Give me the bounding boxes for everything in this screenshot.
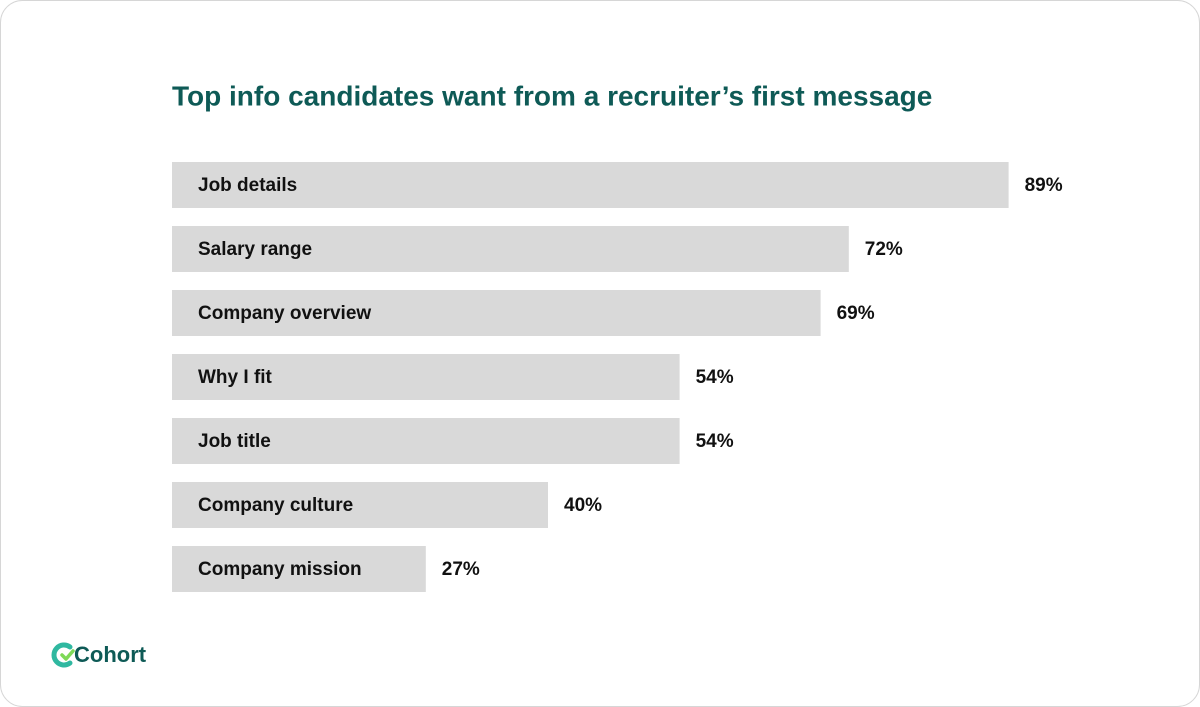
- bar: [172, 418, 680, 464]
- bar: [172, 354, 680, 400]
- category-label: Salary range: [198, 239, 312, 260]
- brand-name: Cohort: [74, 642, 147, 667]
- bar: [172, 290, 821, 336]
- category-label: Job details: [198, 175, 297, 196]
- value-label: 54%: [696, 367, 734, 388]
- chart-title: Top info candidates want from a recruite…: [172, 80, 932, 111]
- bar: [172, 226, 849, 272]
- value-label: 40%: [564, 495, 602, 516]
- value-label: 89%: [1025, 175, 1063, 196]
- value-label: 27%: [442, 559, 480, 580]
- category-label: Company mission: [198, 559, 362, 580]
- value-label: 54%: [696, 431, 734, 452]
- logo-check: [60, 649, 75, 661]
- category-label: Job title: [198, 431, 271, 452]
- bar: [172, 482, 548, 528]
- category-label: Company culture: [198, 495, 353, 516]
- category-label: Company overview: [198, 303, 371, 324]
- value-label: 72%: [865, 239, 903, 260]
- bar: [172, 162, 1009, 208]
- bar: [172, 546, 426, 592]
- category-label: Why I fit: [198, 367, 273, 388]
- logo: Cohort: [51, 642, 147, 668]
- logo-icon: [51, 642, 73, 668]
- value-label: 69%: [837, 303, 875, 324]
